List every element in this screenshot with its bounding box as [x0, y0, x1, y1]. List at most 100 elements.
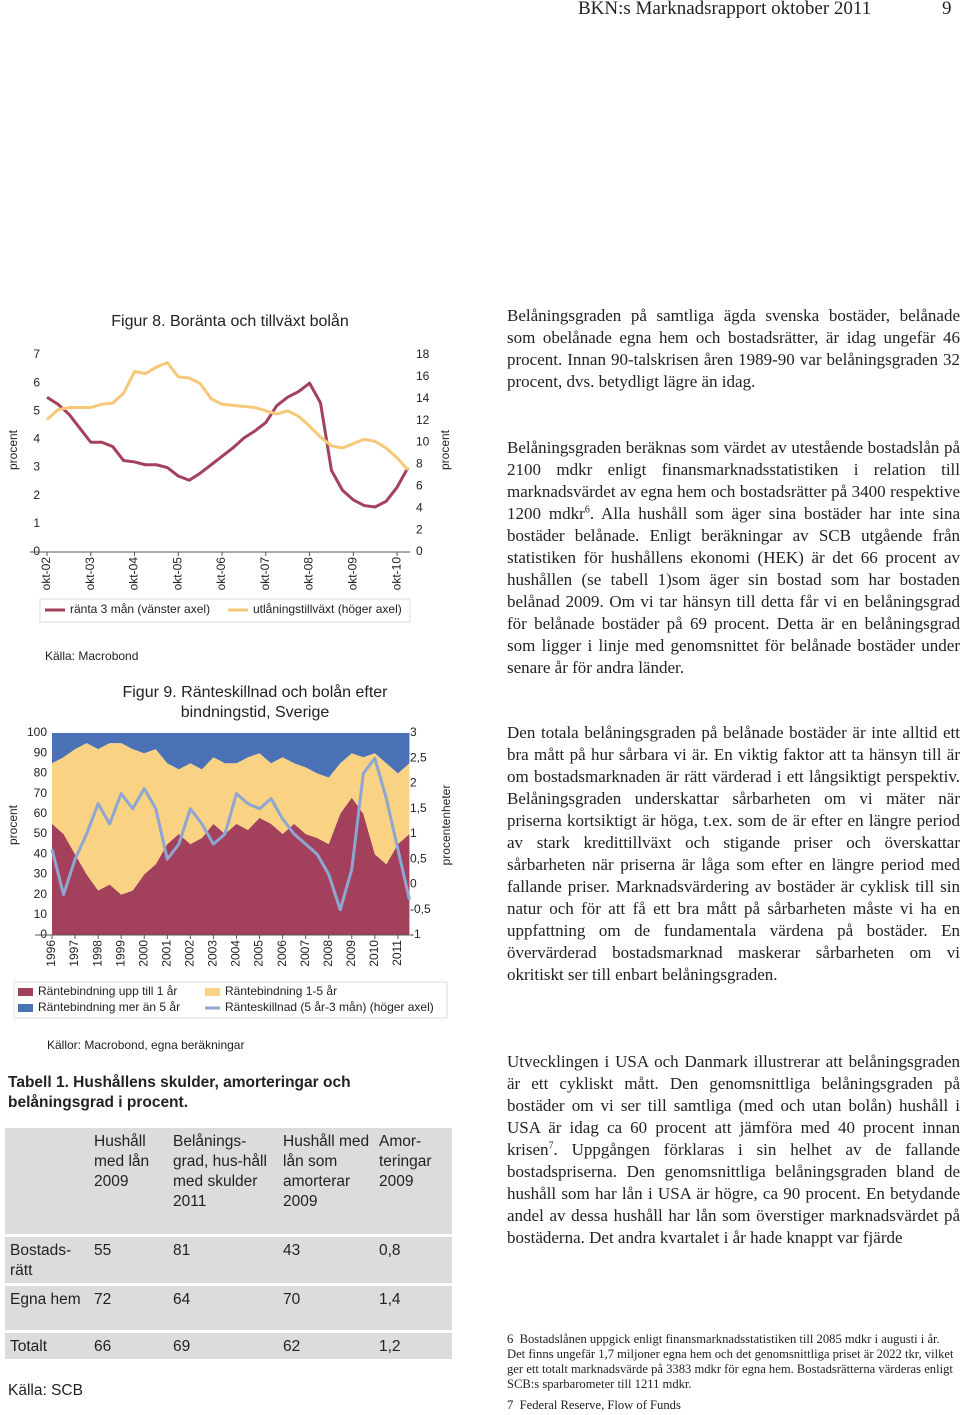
figure-title: Figur 8. Boränta och tillväxt bolån — [111, 313, 349, 330]
footnote: 7 Federal Reserve, Flow of Funds — [507, 1398, 957, 1413]
y2-tick-label: 2 — [416, 522, 423, 536]
line — [50, 756, 411, 912]
x-tick-label: 2002 — [183, 940, 197, 967]
row-label: Egna hem — [5, 1282, 89, 1331]
y-tick-label: 60 — [34, 806, 48, 820]
charts: procent procent Källa: Macrobond procent… — [6, 347, 453, 1052]
x-tick-label: 2006 — [275, 940, 289, 967]
legend-swatch — [205, 988, 220, 996]
y-tick-label: 7 — [33, 347, 40, 361]
text: Belåningsgraden på samtliga ägda svenska… — [507, 306, 960, 391]
table-caption: Tabell 1. Hushållens skulder, amortering… — [8, 1074, 351, 1111]
x-tick-label: okt-08 — [302, 557, 316, 591]
y-axis-label: procent — [6, 429, 20, 470]
line — [46, 381, 410, 509]
x-tick-label: 2007 — [298, 940, 312, 967]
y2-tick-label: 0 — [416, 544, 423, 558]
y2-tick-label: 2 — [410, 776, 417, 790]
y2-tick-label: -1 — [410, 927, 421, 941]
x-tick-label: okt-02 — [39, 557, 53, 591]
paragraph: Belåningsgraden beräknas som värdet av u… — [507, 437, 960, 679]
footnote: 6 Bostadslånen uppgick enligt finansmark… — [507, 1332, 957, 1392]
text: Den totala belåningsgraden på belånade b… — [507, 723, 960, 984]
x-tick-label: 2001 — [159, 940, 173, 967]
legend-box — [13, 981, 448, 1019]
x-tick-label: 2004 — [229, 940, 243, 967]
y-tick-label: 80 — [34, 766, 48, 780]
y-tick-label: 70 — [34, 786, 48, 800]
y-tick-label: 50 — [34, 826, 48, 840]
table-cell: 81 — [168, 1233, 278, 1284]
y-tick-label: 3 — [33, 460, 40, 474]
y2-tick-label: 12 — [416, 413, 430, 427]
page-number: 9 — [942, 0, 952, 19]
table-cell: 70 — [278, 1282, 374, 1331]
y2-tick-label: 3 — [410, 725, 417, 739]
y-tick-label: 10 — [34, 907, 48, 921]
figure-title: Figur 9. Ränteskillnad och bolån efter b… — [122, 684, 388, 721]
y2-axis-label: procentenheter — [439, 785, 453, 866]
y2-tick-label: 18 — [416, 347, 430, 361]
footnote-text: Bostadslånen uppgick enligt finansmarkna… — [507, 1332, 954, 1391]
footnote-text: Federal Reserve, Flow of Funds — [519, 1398, 681, 1412]
text: . Uppgången förklaras i sin helhet av de… — [507, 1140, 960, 1247]
x-tick-label: 2000 — [136, 940, 150, 967]
line — [45, 361, 410, 471]
x-tick-label: okt-05 — [170, 557, 184, 591]
footnote-number: 7 — [507, 1398, 514, 1412]
y2-tick-label: -0,5 — [410, 902, 431, 916]
table-cell: 72 — [89, 1282, 168, 1331]
table-cell: 55 — [89, 1233, 168, 1284]
legend-label: Räntebindning 1-5 år — [225, 984, 337, 998]
paragraph: Den totala belåningsgraden på belånade b… — [507, 722, 960, 986]
y-tick-label: 90 — [34, 745, 48, 759]
header-cell: Amor-teringar 2009 — [379, 1133, 432, 1190]
source: Källa: Macrobond — [45, 649, 138, 663]
y-tick-label: 0 — [40, 927, 47, 941]
y-tick-label: 6 — [33, 375, 40, 389]
area — [52, 733, 410, 778]
table-row: Egna hem 72 64 70 1,4 — [5, 1282, 452, 1331]
y2-tick-label: 0,5 — [410, 851, 427, 865]
x-tick-label: okt-07 — [258, 557, 272, 591]
y-tick-label: 20 — [34, 887, 48, 901]
text: Utvecklingen i USA och Danmark illustrer… — [507, 1052, 960, 1159]
x-tick-label: 1996 — [44, 940, 58, 967]
y2-tick-label: 6 — [416, 479, 423, 493]
x-tick-label: 1998 — [90, 940, 104, 967]
row-label: Bostads-rätt — [5, 1233, 89, 1284]
x-tick-label: okt-04 — [127, 557, 141, 591]
y2-tick-label: 1 — [410, 826, 417, 840]
source: Källor: Macrobond, egna beräkningar — [47, 1038, 244, 1052]
table-row: Totalt 66 69 62 1,2 — [5, 1329, 452, 1359]
x-tick-label: 2009 — [344, 940, 358, 967]
table-cell: 1,2 — [374, 1329, 452, 1359]
paragraph: Belåningsgraden på samtliga ägda svenska… — [507, 305, 960, 393]
table-cell: 66 — [89, 1329, 168, 1359]
x-tick-label: 2003 — [206, 940, 220, 967]
table-cell: 1,4 — [374, 1282, 452, 1331]
area — [52, 797, 410, 935]
y2-tick-label: 16 — [416, 369, 430, 383]
legend-label: utlåningstillväxt (höger axel) — [253, 602, 402, 616]
legend-swatch — [18, 988, 33, 996]
y2-axis-label: procent — [438, 429, 452, 470]
legend-box — [39, 598, 411, 623]
y2-tick-label: 4 — [416, 500, 423, 514]
footnote-ref: 6 — [584, 504, 590, 516]
legend-label: ränta 3 mån (vänster axel) — [70, 602, 210, 616]
y2-tick-label: 14 — [416, 391, 430, 405]
x-tick-label: 2008 — [321, 940, 335, 967]
legend-label: Räntebindning upp till 1 år — [38, 984, 177, 998]
x-tick-label: okt-09 — [345, 557, 359, 591]
y-tick-label: 40 — [34, 846, 48, 860]
legend-label: Ränteskillnad (5 år-3 mån) (höger axel) — [225, 1000, 434, 1014]
text: . Alla hushåll som äger sina bostäder ha… — [507, 504, 960, 677]
header-cell: Hushåll med lån som amorterar 2009 — [283, 1133, 370, 1210]
y-tick-label: 2 — [33, 488, 40, 502]
y-tick-label: 0 — [33, 544, 40, 558]
y-tick-label: 1 — [33, 516, 40, 530]
footnote-number: 6 — [507, 1332, 514, 1346]
row-label: Totalt — [5, 1329, 89, 1359]
